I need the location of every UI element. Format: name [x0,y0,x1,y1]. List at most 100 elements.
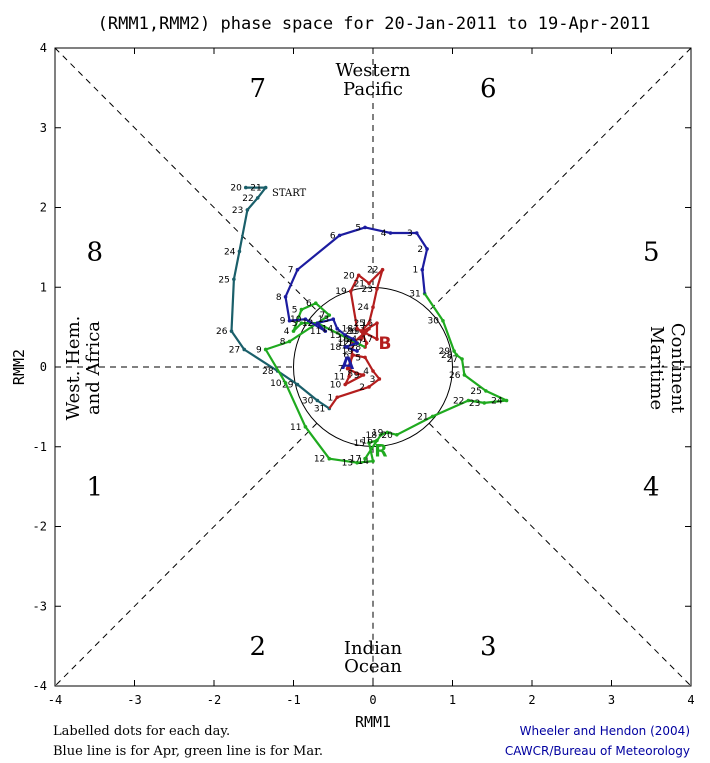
day-point [315,398,320,403]
day-point [232,277,236,282]
day-label: 16 [338,335,350,345]
y-tick-label: 0 [40,360,47,374]
y-tick-label: -4 [33,679,47,693]
note-labelled-dots: Labelled dots for each day. [53,724,230,739]
day-label: 4 [363,367,369,377]
day-point [347,374,351,379]
x-tick-label: 2 [528,693,535,707]
phase-number-4: 4 [643,473,660,503]
region-western-pacific-line2: Pacific [343,79,403,100]
day-label: 2 [359,383,365,393]
day-label: 11 [334,373,345,383]
day-point [414,231,419,235]
x-tick-label: -2 [207,693,221,707]
day-label: 20 [230,184,242,194]
day-label: 16 [362,436,374,446]
day-point [345,366,350,371]
day-label: 27 [447,355,458,365]
day-point [420,267,425,272]
x-axis-label: RMM1 [355,713,391,731]
region-west-hem-line1: West. Hem. [63,316,84,421]
day-point [460,357,464,361]
day-label: 1 [347,339,353,349]
x-tick-label: 4 [687,693,694,707]
day-point [371,369,375,373]
day-point [287,318,292,323]
day-label: 20 [381,431,393,441]
y-tick-label: 2 [40,201,47,215]
day-label: 21 [250,184,261,194]
day-point [355,349,359,353]
day-point [299,321,304,325]
phase-number-5: 5 [643,237,660,267]
day-point [454,353,459,357]
x-tick-label: 0 [369,693,376,707]
day-label: 8 [347,369,353,379]
day-label: 28 [262,367,274,377]
day-label: 5 [355,353,361,363]
day-label: 17 [342,339,353,349]
day-label: 8 [276,293,282,303]
day-label: 15 [354,439,365,449]
day-label: 26 [216,327,228,337]
day-point [283,295,288,299]
x-tick-label: -4 [48,693,62,707]
day-label: 14 [322,325,334,335]
day-label: 14 [358,457,370,467]
y-tick-label: -2 [33,520,47,534]
credit-cawcr-bom: CAWCR/Bureau of Meteorology [505,744,690,758]
day-label: 22 [453,396,464,406]
day-point [283,381,288,385]
day-label: 6 [343,351,349,361]
phase-number-8: 8 [86,237,103,267]
day-label: 7 [288,266,294,276]
day-point [462,373,467,377]
day-label: 9 [256,345,262,355]
day-point [371,459,375,463]
day-point [315,321,320,325]
day-point [244,185,248,190]
day-point [323,329,328,333]
day-point [466,398,471,403]
day-label: 10 [330,381,342,391]
day-point [291,329,296,333]
day-point [364,341,369,345]
credit-wheeler-hendon: Wheeler and Hendon (2004) [520,724,690,738]
day-point [367,385,371,389]
day-point [430,414,435,419]
day-label: 11 [290,423,301,433]
day-point [356,273,361,278]
day-point [367,326,371,331]
day-label: 15 [348,327,359,337]
day-point [255,196,260,200]
day-label: 30 [302,396,314,406]
day-label: 12 [338,339,349,349]
day-label: 6 [306,299,312,309]
day-label: 13 [318,315,329,325]
day-point [375,321,379,325]
day-label: 3 [407,229,413,239]
day-label: 23 [232,206,243,216]
day-label: 21 [354,279,365,289]
region-west-hem-line2: and Africa [83,321,104,415]
day-label: 7 [320,311,326,321]
day-point [348,289,353,294]
day-label: 31 [314,404,325,414]
guide-line [428,423,692,687]
day-point [331,317,336,321]
x-tick-label: 3 [608,693,615,707]
day-point [263,347,268,352]
day-point [425,247,429,251]
day-point [313,301,318,306]
day-point [375,337,379,341]
day-point [395,432,399,437]
guide-lines [54,47,692,687]
day-point [371,305,375,309]
day-label: 31 [409,290,420,300]
day-point [242,347,247,352]
day-label: 24 [224,247,236,257]
day-point [363,225,367,230]
day-label: 25 [218,275,229,285]
